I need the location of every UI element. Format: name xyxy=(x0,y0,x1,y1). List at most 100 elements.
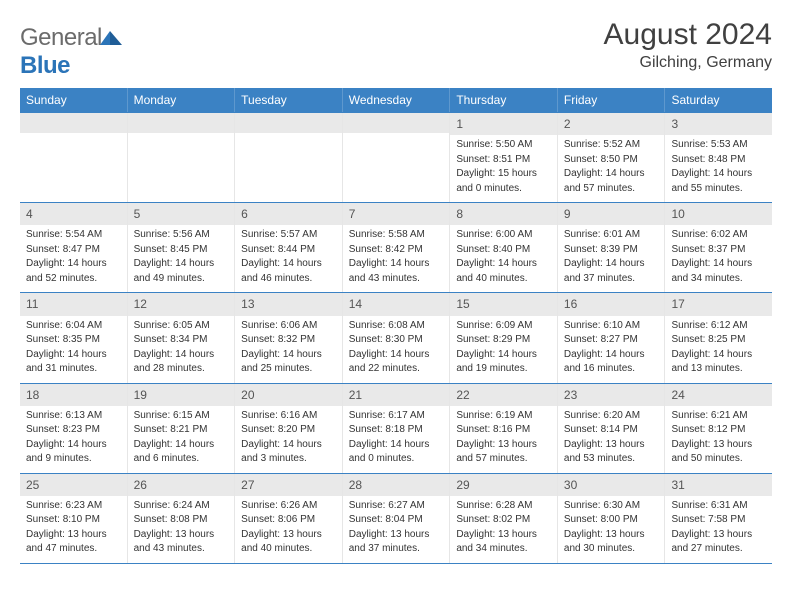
daylight-text: Daylight: 14 hours xyxy=(671,167,766,181)
day-details: Sunrise: 6:01 AMSunset: 8:39 PMDaylight:… xyxy=(558,225,665,292)
sunrise-text: Sunrise: 6:01 AM xyxy=(564,228,659,242)
day-number: 2 xyxy=(558,113,665,135)
day-details: Sunrise: 6:13 AMSunset: 8:23 PMDaylight:… xyxy=(20,406,127,473)
daylight-text: Daylight: 15 hours xyxy=(456,167,551,181)
day-cell: 30Sunrise: 6:30 AMSunset: 8:00 PMDayligh… xyxy=(558,474,666,563)
day-cell: 12Sunrise: 6:05 AMSunset: 8:34 PMDayligh… xyxy=(128,293,236,382)
day-number: 6 xyxy=(235,203,342,225)
day-details: Sunrise: 5:56 AMSunset: 8:45 PMDaylight:… xyxy=(128,225,235,292)
sunset-text: Sunset: 8:51 PM xyxy=(456,153,551,167)
sunrise-text: Sunrise: 6:20 AM xyxy=(564,409,659,423)
daylight-text: Daylight: 14 hours xyxy=(134,438,229,452)
header: General Blue August 2024 Gilching, Germa… xyxy=(20,18,772,80)
day-details: Sunrise: 6:12 AMSunset: 8:25 PMDaylight:… xyxy=(665,316,772,383)
daylight-text: and 49 minutes. xyxy=(134,272,229,286)
daylight-text: Daylight: 13 hours xyxy=(26,528,121,542)
sunset-text: Sunset: 8:06 PM xyxy=(241,513,336,527)
day-details: Sunrise: 6:30 AMSunset: 8:00 PMDaylight:… xyxy=(558,496,665,563)
daylight-text: Daylight: 14 hours xyxy=(671,348,766,362)
day-number: 17 xyxy=(665,293,772,315)
daylight-text: and 9 minutes. xyxy=(26,452,121,466)
daylight-text: and 47 minutes. xyxy=(26,542,121,556)
sunset-text: Sunset: 8:25 PM xyxy=(671,333,766,347)
week-row: 1Sunrise: 5:50 AMSunset: 8:51 PMDaylight… xyxy=(20,112,772,202)
weeks-container: 1Sunrise: 5:50 AMSunset: 8:51 PMDaylight… xyxy=(20,112,772,563)
daylight-text: and 55 minutes. xyxy=(671,182,766,196)
day-details: Sunrise: 6:26 AMSunset: 8:06 PMDaylight:… xyxy=(235,496,342,563)
daylight-text: Daylight: 14 hours xyxy=(241,438,336,452)
daylight-text: Daylight: 13 hours xyxy=(456,438,551,452)
daylight-text: Daylight: 13 hours xyxy=(564,528,659,542)
day-cell: 5Sunrise: 5:56 AMSunset: 8:45 PMDaylight… xyxy=(128,203,236,292)
day-cell: 18Sunrise: 6:13 AMSunset: 8:23 PMDayligh… xyxy=(20,384,128,473)
sunset-text: Sunset: 8:23 PM xyxy=(26,423,121,437)
sunset-text: Sunset: 8:04 PM xyxy=(349,513,444,527)
sunset-text: Sunset: 8:10 PM xyxy=(26,513,121,527)
logo-text-2: Blue xyxy=(20,52,70,79)
day-details: Sunrise: 6:06 AMSunset: 8:32 PMDaylight:… xyxy=(235,316,342,383)
sunset-text: Sunset: 8:16 PM xyxy=(456,423,551,437)
daylight-text: and 30 minutes. xyxy=(564,542,659,556)
daylight-text: and 40 minutes. xyxy=(241,542,336,556)
daylight-text: Daylight: 14 hours xyxy=(26,348,121,362)
day-number: 26 xyxy=(128,474,235,496)
daylight-text: and 3 minutes. xyxy=(241,452,336,466)
sunrise-text: Sunrise: 5:57 AM xyxy=(241,228,336,242)
day-cell: 4Sunrise: 5:54 AMSunset: 8:47 PMDaylight… xyxy=(20,203,128,292)
day-number xyxy=(343,113,450,133)
sunrise-text: Sunrise: 5:50 AM xyxy=(456,138,551,152)
day-number: 20 xyxy=(235,384,342,406)
day-number: 21 xyxy=(343,384,450,406)
day-number: 18 xyxy=(20,384,127,406)
calendar-bottom-rule xyxy=(20,563,772,564)
weekday-header-row: SundayMondayTuesdayWednesdayThursdayFrid… xyxy=(20,88,772,112)
daylight-text: and 40 minutes. xyxy=(456,272,551,286)
day-cell: 28Sunrise: 6:27 AMSunset: 8:04 PMDayligh… xyxy=(343,474,451,563)
sunset-text: Sunset: 8:18 PM xyxy=(349,423,444,437)
day-number: 15 xyxy=(450,293,557,315)
weekday-header: Wednesday xyxy=(343,88,451,112)
weekday-header: Friday xyxy=(558,88,666,112)
sunset-text: Sunset: 8:37 PM xyxy=(671,243,766,257)
day-details: Sunrise: 5:54 AMSunset: 8:47 PMDaylight:… xyxy=(20,225,127,292)
day-cell: 7Sunrise: 5:58 AMSunset: 8:42 PMDaylight… xyxy=(343,203,451,292)
day-details: Sunrise: 6:28 AMSunset: 8:02 PMDaylight:… xyxy=(450,496,557,563)
day-details: Sunrise: 6:15 AMSunset: 8:21 PMDaylight:… xyxy=(128,406,235,473)
sunrise-text: Sunrise: 6:12 AM xyxy=(671,319,766,333)
day-number: 29 xyxy=(450,474,557,496)
daylight-text: and 37 minutes. xyxy=(349,542,444,556)
day-cell: 29Sunrise: 6:28 AMSunset: 8:02 PMDayligh… xyxy=(450,474,558,563)
day-details: Sunrise: 6:02 AMSunset: 8:37 PMDaylight:… xyxy=(665,225,772,292)
day-number: 25 xyxy=(20,474,127,496)
daylight-text: Daylight: 14 hours xyxy=(349,438,444,452)
daylight-text: and 46 minutes. xyxy=(241,272,336,286)
day-details: Sunrise: 6:16 AMSunset: 8:20 PMDaylight:… xyxy=(235,406,342,473)
day-number: 16 xyxy=(558,293,665,315)
title-block: August 2024 Gilching, Germany xyxy=(604,18,772,72)
sunrise-text: Sunrise: 6:19 AM xyxy=(456,409,551,423)
sunset-text: Sunset: 8:29 PM xyxy=(456,333,551,347)
daylight-text: and 52 minutes. xyxy=(26,272,121,286)
sunset-text: Sunset: 7:58 PM xyxy=(671,513,766,527)
week-row: 11Sunrise: 6:04 AMSunset: 8:35 PMDayligh… xyxy=(20,292,772,382)
sunrise-text: Sunrise: 6:06 AM xyxy=(241,319,336,333)
day-number: 31 xyxy=(665,474,772,496)
day-details: Sunrise: 6:00 AMSunset: 8:40 PMDaylight:… xyxy=(450,225,557,292)
day-number: 4 xyxy=(20,203,127,225)
day-details: Sunrise: 6:10 AMSunset: 8:27 PMDaylight:… xyxy=(558,316,665,383)
daylight-text: Daylight: 14 hours xyxy=(241,348,336,362)
daylight-text: Daylight: 14 hours xyxy=(349,257,444,271)
sunrise-text: Sunrise: 6:08 AM xyxy=(349,319,444,333)
day-details: Sunrise: 5:50 AMSunset: 8:51 PMDaylight:… xyxy=(450,135,557,202)
logo-text: General Blue xyxy=(20,24,122,80)
day-cell xyxy=(235,113,343,202)
sunset-text: Sunset: 8:40 PM xyxy=(456,243,551,257)
sunrise-text: Sunrise: 6:02 AM xyxy=(671,228,766,242)
sunrise-text: Sunrise: 6:30 AM xyxy=(564,499,659,513)
day-details: Sunrise: 6:19 AMSunset: 8:16 PMDaylight:… xyxy=(450,406,557,473)
sunset-text: Sunset: 8:32 PM xyxy=(241,333,336,347)
daylight-text: Daylight: 14 hours xyxy=(564,257,659,271)
day-cell: 21Sunrise: 6:17 AMSunset: 8:18 PMDayligh… xyxy=(343,384,451,473)
sunrise-text: Sunrise: 6:00 AM xyxy=(456,228,551,242)
daylight-text: Daylight: 14 hours xyxy=(564,348,659,362)
